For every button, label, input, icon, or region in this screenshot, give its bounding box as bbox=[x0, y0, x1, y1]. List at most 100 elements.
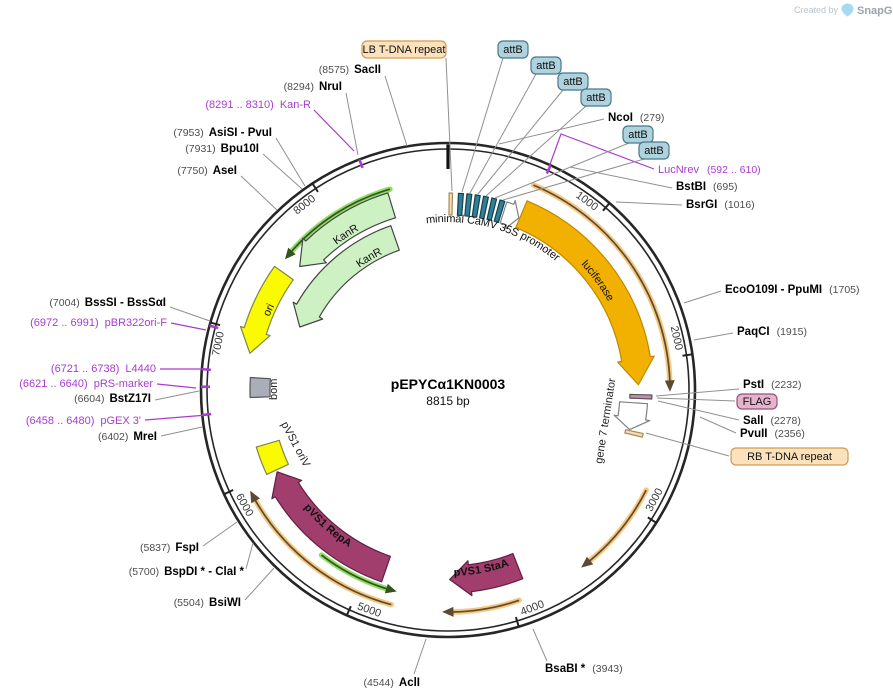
feature-attb-site-4[interactable] bbox=[479, 195, 489, 220]
primer-label-pRS-marker[interactable]: (6621 .. 6640) pRS-marker bbox=[19, 378, 153, 390]
site-label-FspI[interactable]: (5837) FspI bbox=[140, 542, 199, 554]
feature-attb-site-1[interactable] bbox=[456, 192, 464, 217]
site-leader-BstBI bbox=[569, 166, 673, 189]
attb-label-6[interactable]: attB bbox=[644, 145, 664, 157]
site-label-AclI[interactable]: (4544) AclI bbox=[364, 677, 420, 689]
primer-leader-LucNrev bbox=[548, 133, 655, 170]
primer-mark-Kan-R bbox=[358, 158, 364, 169]
primer-mark-pBR322ori-F bbox=[209, 324, 219, 330]
lb-t-dna-repeat-label[interactable]: LB T-DNA repeat bbox=[363, 44, 446, 56]
feature-attb-site-6[interactable] bbox=[493, 199, 506, 223]
feature-kanr-inner[interactable] bbox=[292, 225, 400, 328]
feature-rb-t-dna-repeat[interactable] bbox=[624, 429, 644, 438]
primer-label-pBR322ori-F[interactable]: (6972 .. 6991) pBR322ori-F bbox=[30, 317, 167, 329]
feature-bom[interactable] bbox=[249, 376, 271, 399]
site-leader-Bpu10I bbox=[262, 153, 303, 190]
site-leader-BsaBI * bbox=[532, 628, 548, 662]
lb-t-dna-repeat-label-leader bbox=[445, 57, 453, 192]
feature-flag[interactable] bbox=[629, 393, 653, 400]
attb-label-3-box[interactable] bbox=[557, 72, 589, 91]
feature-pvs1-oriv[interactable] bbox=[255, 439, 289, 475]
feature-pvs1-staa[interactable] bbox=[449, 553, 524, 597]
site-label-SalI[interactable]: SalI (2278) bbox=[743, 415, 801, 427]
snapgene-watermark: Created by SnapGene bbox=[794, 3, 893, 17]
lb-t-dna-repeat-label-box[interactable] bbox=[361, 40, 447, 59]
repa-gene-arrowhead-icon bbox=[250, 490, 260, 504]
attb-label-3[interactable]: attB bbox=[563, 76, 583, 88]
site-label-BsrGI[interactable]: BsrGI (1016) bbox=[686, 199, 755, 211]
site-label-BsaBI *[interactable]: BsaBI * (3943) bbox=[545, 663, 623, 675]
site-label-BsiWI[interactable]: (5504) BsiWI bbox=[174, 597, 241, 609]
site-leader-BsrGI bbox=[615, 201, 683, 206]
tick-4000 bbox=[514, 616, 520, 628]
repa-rev-gene-arc-core bbox=[320, 554, 389, 591]
attb-label-4[interactable]: attB bbox=[586, 92, 606, 104]
site-label-NcoI[interactable]: NcoI (279) bbox=[608, 112, 664, 124]
primer-label-L4440[interactable]: (6721 .. 6738) L4440 bbox=[51, 363, 156, 375]
attb-label-4-leader bbox=[485, 105, 587, 197]
staa-gene-arrowhead-icon bbox=[442, 606, 454, 617]
tick-7000 bbox=[209, 321, 221, 327]
feature-attb-site-2[interactable] bbox=[464, 193, 473, 217]
site-label-PaqCI[interactable]: PaqCI (1915) bbox=[737, 326, 807, 338]
site-label-EcoO109I - PpuMI[interactable]: EcoO109I - PpuMI (1705) bbox=[725, 284, 860, 296]
primer-label-Kan-R[interactable]: (8291 .. 8310) Kan-R bbox=[205, 99, 311, 111]
plasmid-length: 8815 bp bbox=[426, 394, 470, 408]
snapgene-logo-icon bbox=[841, 3, 854, 17]
feature-attb-site-3[interactable] bbox=[471, 194, 481, 218]
rb-t-dna-repeat-label-box[interactable] bbox=[730, 447, 849, 466]
attb-label-4-box[interactable] bbox=[580, 88, 612, 107]
site-label-BstZ17I[interactable]: (6604) BstZ17I bbox=[74, 393, 151, 405]
site-leader-PvuII bbox=[699, 416, 737, 434]
attb-label-2[interactable]: attB bbox=[536, 60, 556, 72]
site-leader-AseI bbox=[240, 175, 278, 211]
attb-label-3-leader bbox=[477, 89, 564, 195]
feature-label-ori[interactable]: ori bbox=[261, 302, 277, 318]
primer-label-pGEX 3'[interactable]: (6458 .. 6480) pGEX 3' bbox=[26, 415, 141, 427]
rb-t-dna-repeat-label-leader bbox=[645, 432, 730, 457]
site-leader-AsiSI - PvuI bbox=[275, 137, 306, 187]
site-label-Bpu10I[interactable]: (7931) Bpu10I bbox=[185, 143, 259, 155]
attb-label-6-box[interactable] bbox=[638, 141, 670, 160]
site-label-PstI[interactable]: PstI (2232) bbox=[743, 379, 801, 391]
feature-luciferase[interactable] bbox=[515, 200, 655, 386]
gene-7-terminator-label[interactable]: gene 7 terminator bbox=[593, 377, 618, 464]
site-label-BstBI[interactable]: BstBI (695) bbox=[676, 181, 738, 193]
feature-attb-site-5[interactable] bbox=[486, 197, 498, 221]
feature-pvs1-repa[interactable] bbox=[271, 471, 391, 583]
feature-lb-t-dna-repeat[interactable] bbox=[448, 192, 454, 216]
attb-label-2-box[interactable] bbox=[530, 56, 562, 75]
site-label-MreI[interactable]: (6402) MreI bbox=[98, 431, 157, 443]
attb-label-5[interactable]: attB bbox=[628, 129, 648, 141]
attb-label-1-leader bbox=[461, 57, 504, 193]
flag-label-leader bbox=[656, 397, 736, 402]
rb-t-dna-repeat-label[interactable]: RB T-DNA repeat bbox=[747, 451, 832, 463]
site-label-BspDI * - ClaI *[interactable]: (5700) BspDI * - ClaI * bbox=[129, 566, 245, 578]
attb-label-1[interactable]: attB bbox=[503, 44, 523, 56]
attb-label-5-box[interactable] bbox=[622, 125, 654, 144]
site-label-NruI[interactable]: (8294) NruI bbox=[284, 81, 342, 93]
primer-label-LucNrev[interactable]: LucNrev (592 .. 610) bbox=[658, 164, 761, 176]
feature-minimal-camv-35s-promoter[interactable] bbox=[499, 200, 520, 230]
feature-kanr-outer[interactable] bbox=[299, 192, 397, 268]
attb-label-2-leader bbox=[469, 73, 537, 194]
site-label-PvuII[interactable]: PvuII (2356) bbox=[740, 428, 805, 440]
site-leader-FspI bbox=[202, 521, 238, 547]
site-label-AseI[interactable]: (7750) AseI bbox=[177, 165, 237, 177]
attb-label-1-box[interactable] bbox=[497, 40, 529, 59]
flag-label[interactable]: FLAG bbox=[743, 396, 772, 408]
feature-ori[interactable] bbox=[239, 265, 294, 354]
orf-gene-arc bbox=[585, 487, 649, 565]
flag-label-box[interactable] bbox=[736, 393, 778, 410]
tick-6000 bbox=[223, 489, 234, 496]
site-label-AsiSI - PvuI[interactable]: (7953) AsiSI - PvuI bbox=[173, 127, 272, 139]
bom-label[interactable]: bom bbox=[268, 379, 280, 400]
tick-1000 bbox=[602, 202, 611, 212]
site-label-SacII[interactable]: (8575) SacII bbox=[319, 64, 381, 76]
site-leader-BssSI - BssSαI bbox=[169, 306, 211, 322]
site-label-BssSI - BssSαI[interactable]: (7004) BssSI - BssSαI bbox=[49, 297, 166, 309]
primer-leader-pBR322ori-F bbox=[170, 322, 207, 331]
site-leader-BstZ17I bbox=[154, 390, 200, 401]
feature-gene-7-terminator[interactable] bbox=[613, 401, 651, 431]
